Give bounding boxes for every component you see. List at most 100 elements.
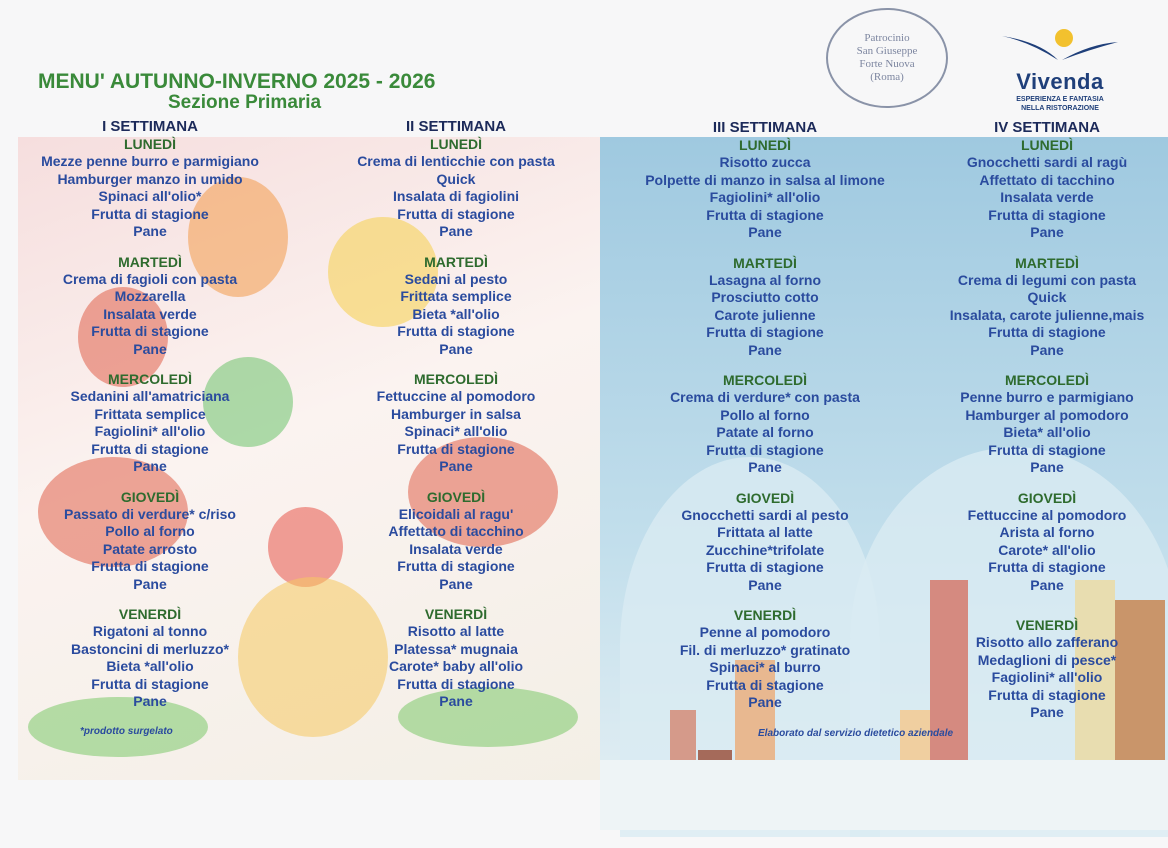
page-title: MENU' AUTUNNO-INVERNO 2025 - 2026 — [38, 70, 436, 93]
menu-item: Frutta di stagione — [706, 324, 824, 340]
menu-item: Passato di verdure* c/riso — [64, 505, 236, 522]
menu-item: Sedani al pesto — [404, 270, 508, 287]
day-name: LUNEDÌ — [429, 136, 483, 152]
menu-item: Fil. di merluzzo* gratinato — [679, 641, 851, 658]
day-name: MERCOLEDÌ — [1005, 372, 1089, 388]
day-name: MERCOLEDÌ — [108, 371, 192, 387]
menu-item: Frutta di stagione — [706, 676, 824, 693]
hedgehog-illustration — [238, 577, 388, 737]
menu-item: Mozzarella — [114, 288, 186, 304]
menu-item: Bieta* all'olio — [1003, 424, 1091, 440]
menu-item: Pane — [1030, 576, 1064, 593]
menu-item: Fettuccine al pomodoro — [376, 388, 536, 404]
menu-item: Pane — [439, 458, 473, 474]
day-block: MARTEDÌ Lasagna al forno Prosciutto cotto C… — [615, 255, 915, 373]
menu-item: Frutta di stagione — [91, 675, 209, 692]
logo-tagline: NELLA RISTORAZIONE — [1021, 105, 1099, 112]
menu-item: Polpette di manzo in salsa al limone — [645, 171, 885, 188]
menu-item: Zucchine*trifolate — [705, 541, 825, 558]
menu-item: Frutta di stagione — [988, 559, 1106, 575]
logo-sun-icon — [1002, 29, 1118, 60]
day-block: GIOVEDÌ Passato di verdure* c/riso Pollo a… — [0, 489, 300, 607]
day-name: LUNEDÌ — [738, 137, 792, 153]
menu-item: Affettato di tacchino — [388, 523, 524, 539]
menu-item: Frutta di stagione — [706, 206, 824, 223]
day-name: MARTEDÌ — [733, 254, 797, 271]
stamp-line: Patrocinio — [864, 32, 910, 44]
day-name: VENERDÌ — [1015, 617, 1079, 633]
menu-item: Frutta di stagione — [988, 441, 1106, 458]
menu-item: Spinaci* al burro — [709, 659, 821, 675]
day-name: GIOVEDÌ — [735, 489, 795, 506]
menu-item: Pane — [439, 223, 473, 239]
day-block: VENERDÌ Risotto al latte Platessa* mugnaia… — [306, 606, 606, 724]
logo-tagline: ESPERIENZA E FANTASIA — [1016, 96, 1104, 103]
day-block: MERCOLEDÌ Penne burro e parmigiano Hamburg… — [897, 372, 1168, 490]
logo-name: Vivenda — [1016, 69, 1104, 94]
menu-item: Bieta *all'olio — [412, 305, 500, 322]
menu-item: Risotto al latte — [407, 623, 505, 639]
day-block: LUNEDÌ Gnocchetti sardi al ragù Affettato … — [897, 137, 1168, 255]
day-name: GIOVEDÌ — [1017, 489, 1077, 506]
day-name: LUNEDÌ — [123, 136, 177, 152]
day-name: LUNEDÌ — [1020, 137, 1074, 153]
menu-item: Frutta di stagione — [397, 558, 515, 574]
menu-item: Platessa* mugnaia — [394, 640, 518, 657]
apple-illustration — [268, 507, 343, 587]
menu-item: Affettato di tacchino — [979, 171, 1115, 188]
menu-item: Fagiolini* all'olio — [991, 669, 1103, 685]
menu-item: Crema di lenticchie con pasta — [357, 153, 555, 169]
menu-item: Bieta *all'olio — [106, 658, 194, 674]
menu-item: Gnocchetti sardi al ragù — [966, 154, 1128, 170]
stamp-line: San Giuseppe — [856, 45, 918, 57]
menu-item: Quick — [436, 170, 476, 187]
menu-item: Hamburger manzo in umido — [57, 170, 243, 187]
leaf-illustration — [188, 177, 288, 297]
menu-item: Insalata di fagiolini — [392, 188, 520, 204]
page-subtitle: Sezione Primaria — [168, 92, 322, 113]
menu-item: Pane — [748, 459, 782, 475]
menu-item: Carote julienne — [714, 306, 816, 323]
menu-item: Pane — [439, 575, 473, 592]
menu-item: Frutta di stagione — [397, 440, 515, 457]
day-name: VENERDÌ — [118, 606, 182, 622]
menu-item: Pollo al forno — [720, 406, 810, 423]
menu-item: Pane — [439, 340, 473, 357]
day-block: MARTEDÌ Sedani al pesto Frittata semplice B… — [306, 254, 606, 372]
menu-item: Frutta di stagione — [91, 558, 209, 574]
snow-ground — [600, 760, 1168, 830]
menu-item: Bastoncini di merluzzo* — [71, 640, 229, 657]
menu-item: Risotto allo zafferano — [975, 634, 1119, 650]
day-block: VENERDÌ Risotto allo zafferano Medaglioni … — [897, 617, 1168, 735]
menu-item: Pane — [1030, 224, 1064, 240]
menu-item: Pane — [1030, 459, 1064, 475]
day-name: VENERDÌ — [733, 607, 797, 623]
menu-item: Frutta di stagione — [91, 440, 209, 457]
menu-item: Arista al forno — [999, 524, 1095, 540]
menu-item: Hamburger al pomodoro — [965, 406, 1129, 423]
day-block: MERCOLEDÌ Crema di verdure* con pasta Poll… — [615, 372, 915, 490]
day-name: MARTEDÌ — [424, 253, 488, 270]
menu-item: Insalata verde — [409, 540, 503, 557]
menu-item: Pane — [748, 341, 782, 358]
day-block: LUNEDÌ Risotto zucca Polpette di manzo in … — [615, 137, 915, 255]
week-column: IV SETTIMANA LUNEDÌ Gnocchetti sardi al ra… — [897, 118, 1168, 735]
menu-item: Pane — [439, 693, 473, 709]
menu-item: Mezze penne burro e parmigiano — [41, 153, 259, 169]
week-title: I SETTIMANA — [102, 118, 198, 135]
menu-item: Quick — [1027, 289, 1067, 305]
day-block: MERCOLEDÌ Sedanini all'amatriciana Frittat… — [0, 371, 300, 489]
day-block: GIOVEDÌ Gnocchetti sardi al pesto Frittata… — [615, 490, 915, 608]
day-block: LUNEDÌ Mezze penne burro e parmigiano Hamb… — [0, 136, 300, 254]
grass-illustration — [28, 697, 208, 757]
day-block: VENERDÌ Rigatoni al tonno Bastoncini di me… — [0, 606, 300, 724]
menu-item: Sedanini all'amatriciana — [70, 388, 230, 404]
menu-item: Pane — [1030, 341, 1064, 358]
menu-item: Pane — [133, 223, 167, 239]
menu-item: Frutta di stagione — [706, 559, 824, 575]
sun-illustration — [328, 217, 438, 327]
day-block: GIOVEDÌ Elicoidali al ragu' Affettato di t… — [306, 489, 606, 607]
week-title: II SETTIMANA — [406, 118, 506, 135]
credit-note: Elaborato dal servizio dietetico azienda… — [758, 728, 954, 739]
menu-item: Frutta di stagione — [988, 324, 1106, 340]
